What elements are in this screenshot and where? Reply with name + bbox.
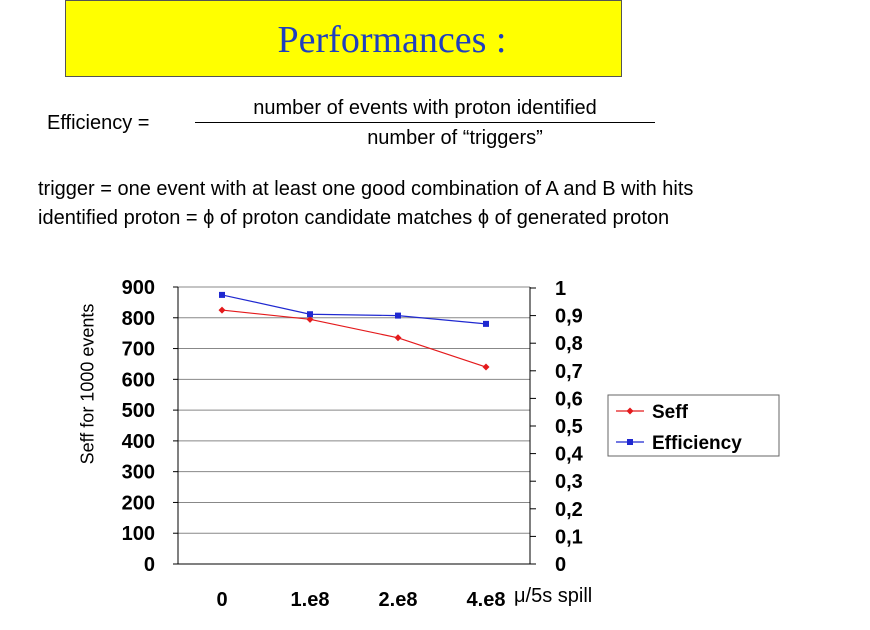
formula-denominator: number of “triggers” (367, 127, 543, 149)
legend-efficiency-label: Efficiency (652, 433, 742, 454)
right-tick-label: 0,1 (555, 526, 583, 548)
left-tick-label: 100 (122, 523, 155, 545)
seff-point (218, 306, 226, 314)
right-tick-label: 1 (555, 278, 566, 300)
seff-point (482, 363, 490, 371)
legend-efficiency-marker (627, 439, 633, 445)
right-tick-label: 0,2 (555, 499, 583, 521)
right-tick-label: 0,8 (555, 333, 583, 355)
legend-box (607, 394, 780, 457)
title-box (65, 0, 622, 77)
efficiency-point (395, 312, 401, 319)
fraction-line (195, 122, 655, 123)
x-tick-label: 1.e8 (291, 589, 330, 611)
seff-point (394, 334, 402, 342)
right-tick-label: 0,4 (555, 444, 584, 466)
efficiency-point (483, 320, 489, 327)
seff-line (221, 309, 487, 368)
right-tick-label: 0,3 (555, 471, 583, 493)
right-tick-label: 0,5 (555, 416, 583, 438)
right-tick-label: 0 (555, 554, 566, 576)
left-tick-label: 200 (122, 492, 155, 514)
seff-point (306, 315, 314, 323)
efficiency-point (219, 291, 225, 298)
identified-proton-definition: identified proton = ϕ of proton candidat… (38, 207, 670, 229)
efficiency-line (221, 294, 487, 325)
right-tick-label: 0,7 (555, 361, 583, 383)
legend-seff-label: Seff (652, 402, 689, 423)
y-axis-label: Seff for 1000 events (77, 303, 98, 465)
left-tick-label: 900 (122, 277, 155, 299)
left-tick-label: 300 (122, 462, 155, 484)
left-tick-label: 600 (122, 369, 155, 391)
x-tick-label: 0 (216, 589, 227, 611)
left-tick-label: 800 (122, 308, 155, 330)
page-title: Performances : (277, 19, 507, 61)
left-tick-label: 0 (144, 554, 155, 576)
left-tick-label: 500 (122, 400, 155, 422)
right-tick-label: 0,9 (555, 306, 583, 328)
trigger-definition: trigger = one event with at least one go… (38, 178, 694, 200)
left-tick-label: 400 (122, 431, 155, 453)
right-tick-label: 0,6 (555, 388, 583, 410)
efficiency-point (307, 311, 313, 318)
efficiency-label: Efficiency = (47, 112, 150, 134)
x-axis-unit-label: μ/5s spill (514, 585, 593, 607)
formula-numerator: number of events with proton identified (253, 97, 597, 119)
x-tick-label: 2.e8 (379, 589, 418, 611)
left-tick-label: 700 (122, 339, 155, 361)
x-tick-label: 4.e8 (467, 589, 506, 611)
legend-seff-marker (626, 407, 634, 415)
